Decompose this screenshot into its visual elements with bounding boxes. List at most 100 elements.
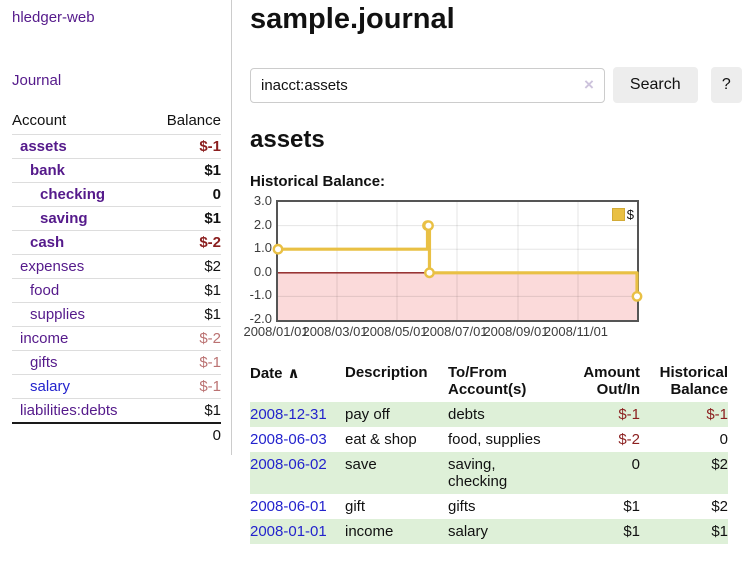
accounts-table: Account Balance assets $-1 bank $1 checking 0… bbox=[12, 109, 221, 447]
y-tick-label: 3.0 bbox=[253, 193, 272, 208]
chart-legend: $ bbox=[611, 207, 634, 222]
account-balance: $-2 bbox=[150, 326, 221, 351]
account-row: saving $1 bbox=[12, 206, 221, 231]
transaction-balance: $2 bbox=[711, 498, 728, 515]
sidebar-account-link[interactable]: food bbox=[30, 282, 60, 299]
account-heading: assets bbox=[250, 126, 325, 153]
accounts-total-row: 0 bbox=[12, 422, 221, 447]
accounts-col-account: Account bbox=[12, 112, 67, 129]
register-col-amount: Amount Out/In bbox=[583, 364, 640, 398]
historical-balance-chart: 3.0 2.0 1.0 0.0 -1.0 -2.0 $ 2008/01/01 2008/03… bbox=[243, 193, 643, 342]
transaction-description: pay off bbox=[345, 402, 448, 427]
register-table: Date ∧ Description To/From Account(s) Amo… bbox=[250, 362, 728, 544]
sidebar-account-link[interactable]: gifts bbox=[30, 354, 58, 371]
search-row: × Search ? bbox=[250, 67, 742, 103]
chart-label: Historical Balance: bbox=[250, 173, 386, 190]
account-row: assets $-1 bbox=[12, 134, 221, 159]
app-brand-link[interactable]: hledger-web bbox=[12, 9, 95, 26]
transaction-amount: $1 bbox=[560, 519, 640, 544]
transaction-date-link[interactable]: 2008-06-03 bbox=[250, 431, 327, 448]
transaction-amount: 0 bbox=[560, 452, 640, 494]
account-row: food $1 bbox=[12, 278, 221, 303]
account-balance: $1 bbox=[150, 158, 221, 183]
transaction-description: save bbox=[345, 452, 448, 494]
transaction-date-link[interactable]: 2008-06-01 bbox=[250, 498, 327, 515]
accounts-header-row: Account Balance bbox=[12, 109, 221, 135]
transaction-date-link[interactable]: 2008-06-02 bbox=[250, 456, 327, 473]
transaction-date-link[interactable]: 2008-01-01 bbox=[250, 523, 327, 540]
x-tick-label: 2008/09/01 bbox=[483, 324, 549, 339]
y-tick-label: -2.0 bbox=[249, 311, 272, 326]
help-button[interactable]: ? bbox=[710, 67, 742, 103]
sidebar-account-link[interactable]: salary bbox=[30, 378, 71, 395]
register-col-balance: Historical Balance bbox=[659, 364, 728, 398]
search-input[interactable] bbox=[251, 76, 582, 94]
x-tick-label: 2008/03/01 bbox=[302, 324, 368, 339]
legend-swatch-icon bbox=[611, 208, 625, 221]
y-tick-label: 2.0 bbox=[253, 216, 272, 232]
register-row: 2008-12-31 pay off debts $-1 $-1 bbox=[250, 402, 728, 427]
chart-plot-area: $ bbox=[272, 200, 643, 322]
sidebar-item-journal[interactable]: Journal bbox=[12, 72, 62, 89]
clear-search-icon[interactable]: × bbox=[583, 75, 594, 94]
sidebar-account-link[interactable]: bank bbox=[30, 162, 66, 179]
sidebar-account-link[interactable]: checking bbox=[40, 186, 106, 203]
transaction-balance: 0 bbox=[719, 431, 728, 448]
transaction-balance: $-1 bbox=[640, 402, 728, 427]
transaction-date-link[interactable]: 2008-12-31 bbox=[250, 406, 327, 423]
transaction-description: gift bbox=[345, 498, 366, 515]
transaction-balance: $2 bbox=[640, 452, 728, 494]
account-row: income $-2 bbox=[12, 326, 221, 351]
sidebar-account-link[interactable]: income bbox=[20, 330, 69, 347]
register-row: 2008-06-01 gift gifts $1 $2 bbox=[250, 494, 728, 519]
register-header-row: Date ∧ Description To/From Account(s) Amo… bbox=[250, 362, 728, 402]
account-row: gifts $-1 bbox=[12, 350, 221, 375]
transaction-accounts: debts bbox=[448, 402, 560, 427]
transaction-amount: $-2 bbox=[618, 431, 640, 448]
sidebar-account-link[interactable]: expenses bbox=[20, 258, 85, 275]
transaction-accounts: saving, checking bbox=[448, 452, 560, 494]
sidebar: hledger-web Journal Account Balance asse… bbox=[0, 0, 232, 455]
sidebar-account-link[interactable]: cash bbox=[30, 234, 65, 251]
sidebar-account-link[interactable]: saving bbox=[40, 210, 88, 227]
transaction-balance: $1 bbox=[640, 519, 728, 544]
sidebar-account-link[interactable]: supplies bbox=[30, 306, 86, 323]
accounts-col-balance: Balance bbox=[166, 112, 221, 129]
account-balance: $-1 bbox=[150, 134, 221, 159]
account-balance: $1 bbox=[150, 206, 221, 231]
y-tick-label: 0.0 bbox=[253, 263, 272, 279]
account-balance: $1 bbox=[150, 278, 221, 303]
account-row: expenses $2 bbox=[12, 254, 221, 279]
accounts-total-value: 0 bbox=[150, 422, 221, 447]
transaction-accounts: salary bbox=[448, 519, 560, 544]
register-row: 2008-06-03 eat & shop food, supplies $-2 0 bbox=[250, 427, 728, 452]
transaction-amount: $1 bbox=[623, 498, 640, 515]
search-button[interactable]: Search bbox=[612, 67, 698, 103]
transaction-description: eat & shop bbox=[345, 431, 417, 448]
account-balance: $1 bbox=[150, 302, 221, 327]
register-col-date[interactable]: Date ∧ bbox=[250, 365, 300, 382]
account-row: supplies $1 bbox=[12, 302, 221, 327]
x-tick-label: 2008/01/01 bbox=[243, 324, 309, 339]
transaction-accounts: gifts bbox=[448, 498, 476, 515]
account-balance: $-1 bbox=[150, 374, 221, 399]
register-row: 2008-06-02 save saving, checking 0 $2 bbox=[250, 452, 728, 494]
x-tick-label: 2008/11/01 bbox=[543, 324, 609, 339]
account-balance: $-1 bbox=[150, 350, 221, 375]
register-col-description: Description bbox=[345, 364, 428, 381]
account-row: cash $-2 bbox=[12, 230, 221, 255]
main-panel: sample.journal × Search ? assets Histori… bbox=[243, 0, 742, 544]
sidebar-account-link[interactable]: liabilities:debts bbox=[20, 402, 118, 419]
account-balance: $-2 bbox=[150, 230, 221, 255]
page-title: sample.journal bbox=[250, 3, 455, 35]
legend-label: $ bbox=[626, 207, 634, 222]
account-balance: $1 bbox=[150, 398, 221, 423]
register-row: 2008-01-01 income salary $1 $1 bbox=[250, 519, 728, 544]
account-balance: $2 bbox=[150, 254, 221, 279]
transaction-description: income bbox=[345, 519, 448, 544]
transaction-accounts: food, supplies bbox=[448, 431, 541, 448]
account-row: liabilities:debts $1 bbox=[12, 398, 221, 423]
y-tick-label: -1.0 bbox=[249, 287, 272, 303]
sidebar-account-link[interactable]: assets bbox=[20, 138, 67, 155]
x-tick-label: 2008/05/01 bbox=[362, 324, 428, 339]
